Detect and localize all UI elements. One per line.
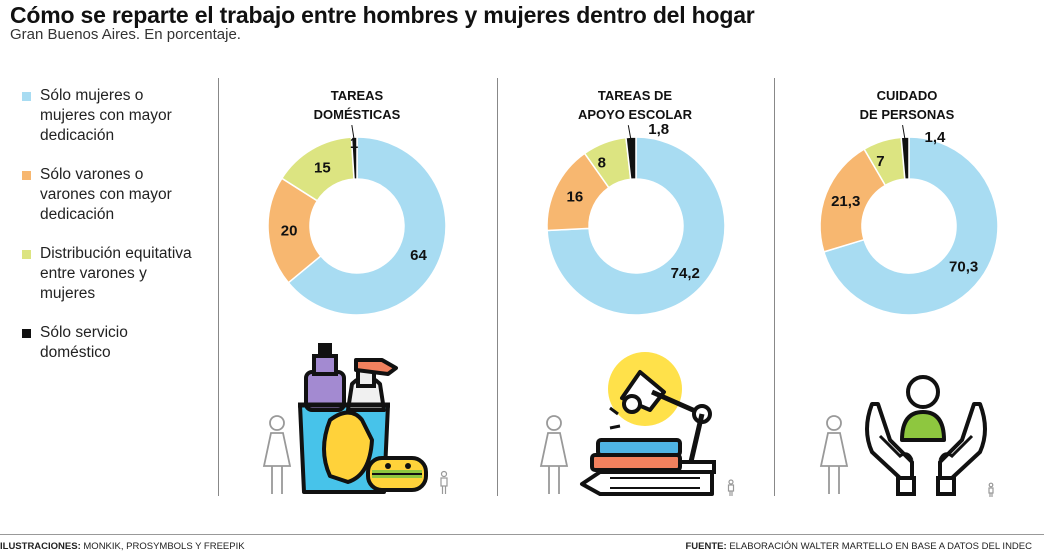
caring-hands-icon — [865, 375, 987, 496]
legend-item-domestic: Sólo servicio doméstico — [22, 323, 202, 363]
man-figure-icon — [440, 470, 448, 494]
value-label-domesticas-equal: 15 — [314, 159, 331, 176]
woman-figure-icon — [819, 415, 849, 494]
legend-item-equal: Distribución equitativa entre varones y … — [22, 244, 202, 304]
panel-title-domesticas-line-2: DOMÉSTICAS — [313, 107, 401, 122]
panel-title-escolar-line-1: TAREAS DE — [597, 88, 673, 103]
woman-figure-icon — [262, 415, 292, 494]
panel-title-cuidado: CUIDADO DE PERSONAS — [807, 86, 1007, 124]
value-label-escolar-equal: 8 — [598, 154, 606, 171]
leader-line-domesticas — [351, 124, 355, 142]
value-label-escolar-men: 16 — [566, 188, 583, 205]
divider-1 — [218, 78, 219, 496]
legend-item-men: Sólo varones o varones con mayor dedicac… — [22, 165, 202, 225]
legend-label-equal: Distribución equitativa entre varones y … — [40, 245, 192, 302]
value-label-cuidado-women: 70,3 — [949, 258, 978, 275]
footer-credits-text: MONKIK, PROSYMBOLS Y FREEPIK — [83, 541, 245, 552]
legend-swatch-women — [22, 92, 31, 101]
value-label-escolar-domestic: 1,8 — [648, 121, 669, 138]
footer-divider — [0, 534, 1044, 535]
legend-label-women: Sólo mujeres o mujeres con mayor dedicac… — [40, 87, 172, 144]
books-lamp-icon — [580, 352, 716, 496]
leader-line-escolar — [627, 125, 632, 142]
man-figure-icon — [727, 479, 735, 496]
value-label-domesticas-men: 20 — [281, 222, 298, 239]
cleaning-products-icon — [298, 343, 428, 494]
woman-figure-icon — [539, 415, 569, 494]
footer-source-label: FUENTE: — [685, 541, 727, 552]
value-label-domesticas-domestic: 1 — [350, 135, 358, 152]
panel-title-escolar: TAREAS DE APOYO ESCOLAR — [535, 86, 735, 124]
chart-subtitle: Gran Buenos Aires. En porcentaje. — [10, 26, 241, 43]
panel-title-domesticas: TAREAS DOMÉSTICAS — [257, 86, 457, 124]
footer-credits: ILUSTRACIONES: MONKIK, PROSYMBOLS Y FREE… — [0, 541, 245, 552]
panel-title-domesticas-line-1: TAREAS — [330, 88, 384, 103]
footer-credits-label: ILUSTRACIONES: — [0, 541, 81, 552]
legend-label-men: Sólo varones o varones con mayor dedicac… — [40, 166, 172, 223]
charts-canvas: 64 20 15 1 74,2 16 8 1,8 70,3 21,3 7 1,4 — [262, 121, 999, 497]
slice-escolar-domestic — [625, 136, 637, 181]
leader-line-cuidado — [902, 125, 906, 142]
legend-swatch-men — [22, 171, 31, 180]
legend-swatch-equal — [22, 250, 31, 259]
panel-title-escolar-line-2: APOYO ESCOLAR — [577, 107, 693, 122]
panel-title-cuidado-line-2: DE PERSONAS — [859, 107, 955, 122]
divider-3 — [774, 78, 775, 496]
legend-swatch-domestic — [22, 329, 31, 338]
value-label-cuidado-equal: 7 — [876, 153, 884, 170]
value-label-cuidado-domestic: 1,4 — [925, 129, 947, 146]
footer-source-text: ELABORACIÓN WALTER MARTELLO EN BASE A DA… — [729, 541, 1032, 552]
footer-source: FUENTE: ELABORACIÓN WALTER MARTELLO EN B… — [686, 541, 1033, 552]
value-label-escolar-women: 74,2 — [671, 265, 700, 282]
donut-charts: 64 20 15 1 74,2 16 8 1,8 70,3 21,3 7 1,4 — [267, 121, 999, 316]
slice-domesticas-women — [287, 136, 447, 316]
value-label-cuidado-men: 21,3 — [831, 193, 860, 210]
legend: Sólo mujeres o mujeres con mayor dedicac… — [22, 86, 202, 382]
divider-2 — [497, 78, 498, 496]
chart-title: Cómo se reparte el trabajo entre hombres… — [10, 2, 755, 28]
slice-escolar-women — [546, 136, 726, 316]
man-figure-icon — [988, 482, 994, 497]
legend-item-women: Sólo mujeres o mujeres con mayor dedicac… — [22, 86, 202, 146]
panel-title-cuidado-line-1: CUIDADO — [876, 88, 938, 103]
slice-cuidado-women — [822, 136, 999, 316]
legend-label-domestic: Sólo servicio doméstico — [40, 324, 128, 361]
slice-cuidado-domestic — [900, 136, 910, 180]
value-label-domesticas-women: 64 — [410, 247, 427, 264]
